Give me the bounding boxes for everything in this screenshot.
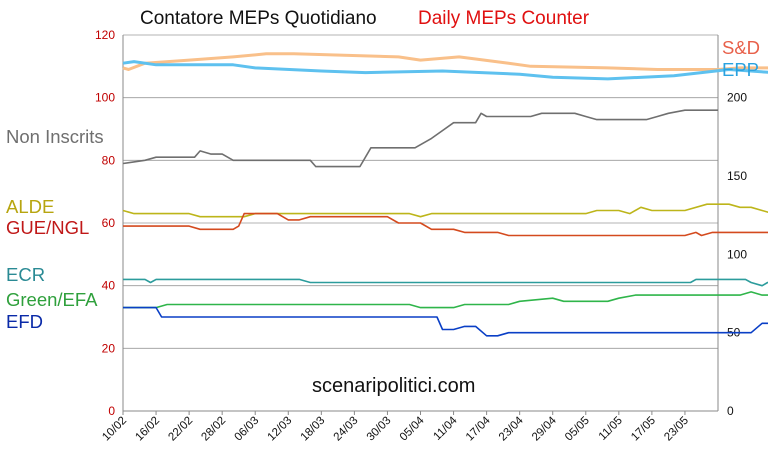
series-label: ECR xyxy=(6,264,45,285)
y-left-tick-label: 60 xyxy=(102,216,116,230)
y-left-tick-label: 20 xyxy=(102,341,116,355)
gridlines xyxy=(123,34,718,412)
y-left-tick-label: 40 xyxy=(102,279,116,293)
series-line xyxy=(123,306,768,337)
x-tick-label: 29/04 xyxy=(530,414,559,443)
x-tick-label: 16/02 xyxy=(133,415,162,444)
y-left-tick-label: 100 xyxy=(95,91,115,105)
x-tick-label: 22/02 xyxy=(166,415,195,444)
x-tick-label: 11/05 xyxy=(597,415,625,443)
x-tick-label: 11/04 xyxy=(431,414,460,443)
y-right-tick-label: 100 xyxy=(727,247,747,261)
series-label: EFD xyxy=(6,311,43,332)
series-line xyxy=(123,212,768,237)
series-label: GUE/NGL xyxy=(6,217,89,238)
series-label: Non Inscrits xyxy=(6,126,104,147)
y-left-tick-label: 120 xyxy=(95,28,115,42)
x-tick-label: 23/04 xyxy=(497,414,526,443)
series-label: Green/EFA xyxy=(6,289,98,310)
chart-title-italian: Contatore MEPs Quotidiano xyxy=(140,8,377,29)
series-line xyxy=(123,291,768,309)
x-tick-label: 18/03 xyxy=(299,415,328,444)
series-line xyxy=(122,109,718,168)
y-right-tick-label: 0 xyxy=(727,404,734,418)
series-line xyxy=(122,60,768,81)
series-line xyxy=(122,52,768,71)
x-tick-label: 24/03 xyxy=(332,415,361,444)
x-tick-label: 12/03 xyxy=(266,415,295,444)
x-tick-label: 06/03 xyxy=(233,415,262,444)
series-label: EPP xyxy=(722,59,759,80)
x-tick-label: 28/02 xyxy=(199,415,228,444)
x-tick-label: 30/03 xyxy=(365,415,394,444)
series-lines xyxy=(122,52,768,337)
series-line xyxy=(122,203,768,218)
watermark: scenaripolitici.com xyxy=(312,375,475,397)
y-left-tick-label: 0 xyxy=(108,404,115,418)
series-line xyxy=(123,278,768,287)
x-tick-label: 10/02 xyxy=(100,415,129,444)
x-tick-label: 17/04 xyxy=(464,414,493,443)
series-label: S&D xyxy=(722,37,760,58)
x-tick-label: 17/05 xyxy=(629,415,658,444)
chart-title-english: Daily MEPs Counter xyxy=(418,8,590,29)
x-tick-label: 05/05 xyxy=(563,415,592,444)
x-tick-label: 23/05 xyxy=(662,415,691,444)
x-tick-label: 05/04 xyxy=(398,414,427,443)
y-left-tick-label: 80 xyxy=(102,153,116,167)
y-right-tick-label: 150 xyxy=(727,169,747,183)
series-label: ALDE xyxy=(6,196,54,217)
y-right-tick-label: 200 xyxy=(727,91,747,105)
